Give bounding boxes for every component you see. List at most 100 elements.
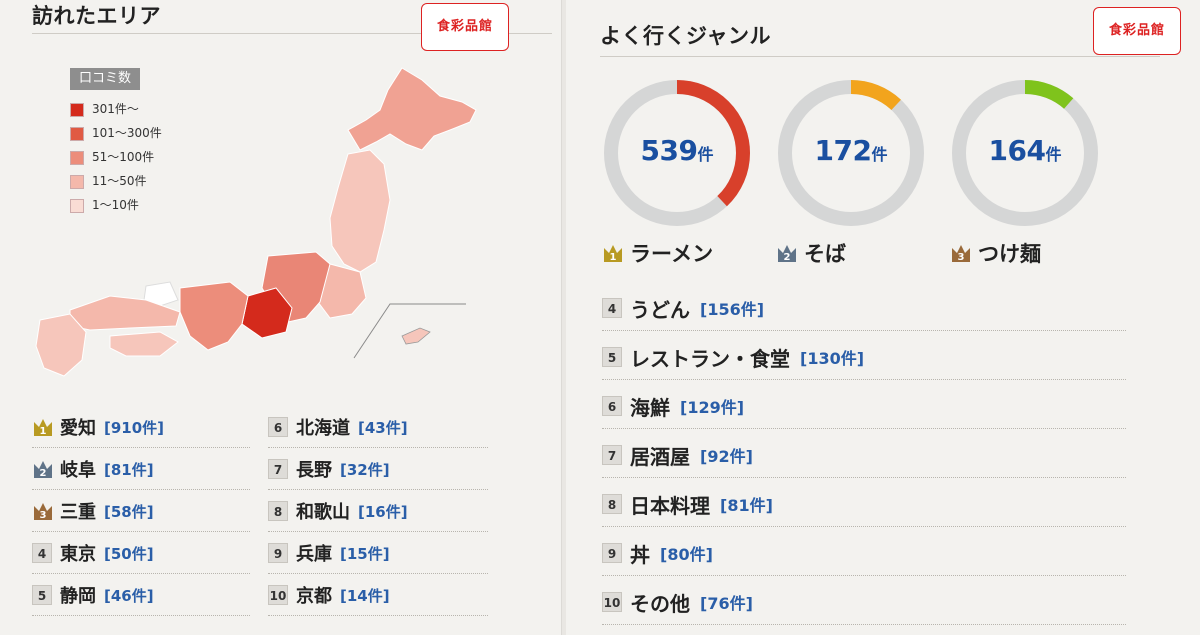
area-count-link[interactable]: [43件]: [358, 418, 408, 437]
map-region-tohoku[interactable]: [329, 149, 391, 273]
area-count-link[interactable]: [32件]: [340, 460, 390, 479]
donut-chart: 172件: [776, 78, 926, 228]
genre-count-link[interactable]: [81件]: [720, 496, 773, 515]
rank-number-badge: 8: [602, 494, 622, 514]
svg-text:3: 3: [40, 510, 47, 521]
crown-icon: 1: [602, 242, 624, 264]
genre-count-link[interactable]: [76件]: [700, 594, 753, 613]
area-count-link[interactable]: [15件]: [340, 544, 390, 563]
crown-icon: 2: [32, 458, 54, 480]
area-rank-item[interactable]: 1 愛知 [910件]: [32, 410, 250, 444]
rank-divider: [32, 531, 250, 532]
area-name: 静岡: [60, 586, 96, 607]
rank-number-badge: 4: [32, 543, 52, 563]
map-region-hokkaido[interactable]: [347, 67, 477, 151]
donut-count-number: 172: [814, 134, 872, 167]
area-rank-item[interactable]: 3 三重 [58件]: [32, 494, 250, 528]
genre-count-link[interactable]: [130件]: [800, 349, 865, 368]
genre-name: ラーメン: [630, 242, 714, 266]
area-count-link[interactable]: [16件]: [358, 502, 408, 521]
map-inset-divider: [353, 303, 466, 359]
donut-count-number: 164: [988, 134, 1046, 167]
rank-number-badge: 5: [32, 585, 52, 605]
area-name: 京都: [296, 586, 332, 607]
top-genre-item[interactable]: 1 ラーメン: [602, 238, 721, 268]
donut-arc: [952, 80, 1098, 226]
rank-divider: [32, 447, 250, 448]
genre-title: よく行くジャンル: [600, 24, 771, 48]
genre-rank-item[interactable]: 5 レストラン・食堂 [130件]: [602, 340, 1126, 374]
rank-number-badge: 6: [602, 396, 622, 416]
genre-count-link[interactable]: [129件]: [680, 398, 745, 417]
area-count-link[interactable]: [50件]: [104, 544, 154, 563]
donut-chart: 539件: [602, 78, 752, 228]
donut-count-unit: 件: [871, 145, 888, 164]
genre-rank-item[interactable]: 6 海鮮 [129件]: [602, 389, 1126, 423]
genre-rank-item[interactable]: 10 その他 [76件]: [602, 585, 1126, 619]
genre-count-link[interactable]: [92件]: [700, 447, 753, 466]
genre-count-link[interactable]: [80件]: [660, 545, 713, 564]
svg-text:2: 2: [40, 468, 47, 479]
area-count-link[interactable]: [14件]: [340, 586, 390, 605]
donut-arc: [778, 80, 924, 226]
legend-label: 101〜300件: [92, 126, 162, 140]
genre-count-link[interactable]: [156件]: [700, 300, 765, 319]
area-rank-item[interactable]: 9 兵庫 [15件]: [268, 536, 488, 570]
area-rank-item[interactable]: 10 京都 [14件]: [268, 578, 488, 612]
legend-label: 11〜50件: [92, 174, 147, 188]
legend-swatch: [70, 198, 84, 213]
donut-count-unit: 件: [697, 145, 714, 164]
rank-number-badge: 7: [602, 445, 622, 465]
japan-map: [35, 67, 477, 377]
area-name: 東京: [60, 544, 96, 565]
donut-ring: [604, 80, 750, 226]
area-rank-item[interactable]: 2 岐阜 [81件]: [32, 452, 250, 486]
area-name: 愛知: [60, 418, 96, 439]
area-rank-item[interactable]: 8 和歌山 [16件]: [268, 494, 488, 528]
svg-text:1: 1: [40, 426, 47, 437]
rank-number-badge: 4: [602, 298, 622, 318]
genre-rank-item[interactable]: 8 日本料理 [81件]: [602, 487, 1126, 521]
crown-icon: 1: [32, 416, 54, 438]
area-rank-item[interactable]: 4 東京 [50件]: [32, 536, 250, 570]
stamp-seal: 食彩品館: [1093, 7, 1181, 55]
donut-chart: 164件: [950, 78, 1100, 228]
legend-label: 51〜100件: [92, 150, 155, 164]
donut-count-unit: 件: [1045, 145, 1062, 164]
rank-number-badge: 9: [268, 543, 288, 563]
donut-count: 172件: [776, 134, 926, 167]
genre-panel: よく行くジャンル 食彩品館 539件 172件 164件 1 ラーメン 2 そば 3 つけ麺 …: [566, 0, 1200, 635]
area-panel: 訪れたエリア 食彩品館 口コミ数 301件〜 101〜300件 51〜100件 11〜…: [0, 0, 562, 635]
area-rank-item[interactable]: 5 静岡 [46件]: [32, 578, 250, 612]
svg-text:1: 1: [610, 252, 617, 263]
area-count-link[interactable]: [46件]: [104, 586, 154, 605]
legend-item: 11〜50件: [70, 173, 147, 189]
donut-ring: [952, 80, 1098, 226]
map-region-kyushu[interactable]: [35, 313, 87, 377]
map-region-okinawa[interactable]: [401, 327, 431, 345]
area-count-link[interactable]: [910件]: [104, 418, 165, 437]
area-count-link[interactable]: [58件]: [104, 502, 154, 521]
map-region-kinki[interactable]: [179, 281, 249, 351]
area-rank-item[interactable]: 7 長野 [32件]: [268, 452, 488, 486]
area-name: 岐阜: [60, 460, 96, 481]
area-count-link[interactable]: [81件]: [104, 460, 154, 479]
rank-number-badge: 9: [602, 543, 622, 563]
legend-swatch: [70, 150, 84, 165]
genre-name: 日本料理: [630, 493, 710, 518]
genre-rank-item[interactable]: 9 丼 [80件]: [602, 536, 1126, 570]
legend-label: 1〜10件: [92, 198, 139, 212]
genre-rank-item[interactable]: 4 うどん [156件]: [602, 291, 1126, 325]
rank-number-badge: 7: [268, 459, 288, 479]
top-genre-item[interactable]: 3 つけ麺: [950, 238, 1049, 268]
rank-divider: [602, 330, 1126, 331]
rank-divider: [602, 575, 1126, 576]
rank-divider: [32, 615, 250, 616]
map-region-unvisited[interactable]: [143, 281, 179, 307]
legend-swatch: [70, 126, 84, 141]
map-region-shikoku[interactable]: [109, 331, 179, 357]
area-rank-item[interactable]: 6 北海道 [43件]: [268, 410, 488, 444]
genre-rank-item[interactable]: 7 居酒屋 [92件]: [602, 438, 1126, 472]
rank-divider: [602, 526, 1126, 527]
top-genre-item[interactable]: 2 そば: [776, 238, 854, 268]
